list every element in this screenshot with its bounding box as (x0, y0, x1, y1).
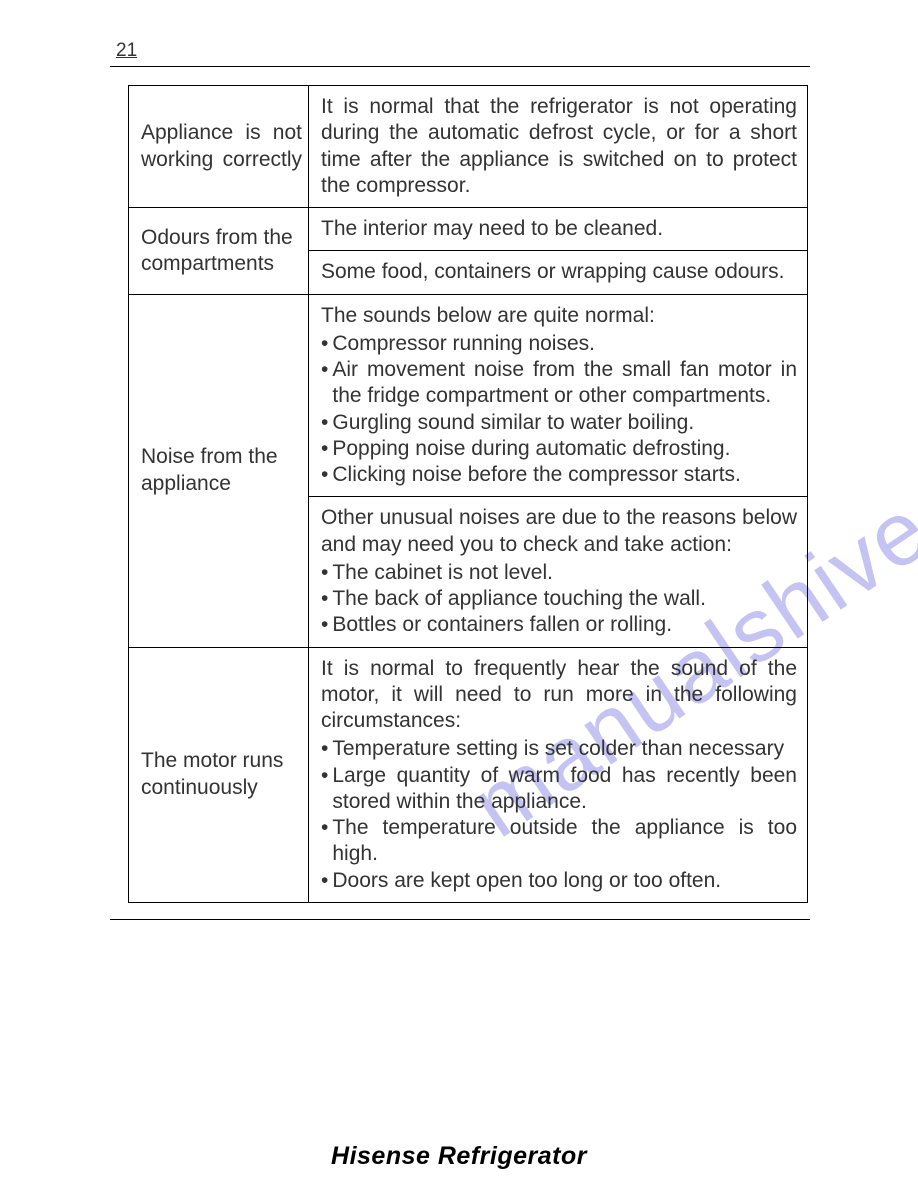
bullet-item: •Compressor running noises. (321, 331, 797, 357)
bullet-dot-icon: • (321, 815, 332, 868)
bullet-text: Doors are kept open too long or too ofte… (332, 868, 797, 894)
bullet-text: Popping noise during automatic defrostin… (332, 436, 797, 462)
issue-cell: Odours from the compartments (129, 208, 309, 295)
explanation-cell: Some food, containers or wrapping cause … (309, 251, 808, 294)
bullet-list: •Temperature setting is set colder than … (321, 736, 797, 894)
bullet-item: •Large quantity of warm food has recentl… (321, 763, 797, 816)
explanation-intro: Some food, containers or wrapping cause … (321, 259, 797, 285)
table-row: Odours from the compartmentsThe interior… (129, 208, 808, 251)
bullet-dot-icon: • (321, 868, 332, 894)
page-content: 21 Appliance is not working correctlyIt … (110, 40, 810, 920)
issue-cell: The motor runs continuously (129, 647, 309, 902)
troubleshooting-table: Appliance is not working correctlyIt is … (128, 85, 808, 903)
issue-cell: Noise from the appliance (129, 294, 309, 647)
table-row: The motor runs continuouslyIt is normal … (129, 647, 808, 902)
explanation-intro: The sounds below are quite normal: (321, 303, 797, 329)
explanation-intro: The interior may need to be cleaned. (321, 216, 797, 242)
bullet-item: •The cabinet is not level. (321, 560, 797, 586)
bullet-dot-icon: • (321, 586, 332, 612)
explanation-intro: It is normal that the refrigerator is no… (321, 94, 797, 199)
explanation-intro: It is normal to frequently hear the soun… (321, 656, 797, 735)
explanation-cell: It is normal to frequently hear the soun… (309, 647, 808, 902)
bullet-dot-icon: • (321, 357, 332, 410)
explanation-cell: The interior may need to be cleaned. (309, 208, 808, 251)
bullet-text: The temperature outside the appliance is… (332, 815, 797, 868)
bullet-item: •Popping noise during automatic defrosti… (321, 436, 797, 462)
bullet-dot-icon: • (321, 612, 332, 638)
footer-brand: Hisense Refrigerator (0, 1142, 918, 1171)
bullet-dot-icon: • (321, 410, 332, 436)
bullet-dot-icon: • (321, 763, 332, 816)
bullet-item: •Clicking noise before the compressor st… (321, 462, 797, 488)
bullet-item: •Gurgling sound similar to water boiling… (321, 410, 797, 436)
bullet-dot-icon: • (321, 736, 332, 762)
explanation-intro: Other unusual noises are due to the reas… (321, 505, 797, 558)
bullet-text: The back of appliance touching the wall. (332, 586, 797, 612)
bullet-dot-icon: • (321, 436, 332, 462)
table-row: Noise from the applianceThe sounds below… (129, 294, 808, 497)
bullet-text: Temperature setting is set colder than n… (332, 736, 797, 762)
bullet-dot-icon: • (321, 560, 332, 586)
bullet-text: Compressor running noises. (332, 331, 797, 357)
explanation-cell: The sounds below are quite normal:•Compr… (309, 294, 808, 497)
page-number: 21 (116, 40, 137, 62)
bullet-text: Clicking noise before the compressor sta… (332, 462, 797, 488)
bullet-list: •The cabinet is not level.•The back of a… (321, 560, 797, 639)
bullet-text: The cabinet is not level. (332, 560, 797, 586)
explanation-cell: It is normal that the refrigerator is no… (309, 86, 808, 208)
bullet-text: Air movement noise from the small fan mo… (332, 357, 797, 410)
bullet-dot-icon: • (321, 331, 332, 357)
table-body: Appliance is not working correctlyIt is … (129, 86, 808, 903)
bullet-dot-icon: • (321, 462, 332, 488)
bullet-item: •The temperature outside the appliance i… (321, 815, 797, 868)
bullet-item: •The back of appliance touching the wall… (321, 586, 797, 612)
bullet-text: Large quantity of warm food has recently… (332, 763, 797, 816)
bullet-item: •Doors are kept open too long or too oft… (321, 868, 797, 894)
bullet-item: •Bottles or containers fallen or rolling… (321, 612, 797, 638)
bullet-text: Bottles or containers fallen or rolling. (332, 612, 797, 638)
bullet-list: •Compressor running noises.•Air movement… (321, 331, 797, 489)
bullet-item: •Temperature setting is set colder than … (321, 736, 797, 762)
top-horizontal-rule (110, 66, 810, 67)
issue-cell: Appliance is not working correctly (129, 86, 309, 208)
bottom-horizontal-rule (110, 919, 810, 920)
table-row: Appliance is not working correctlyIt is … (129, 86, 808, 208)
bullet-item: •Air movement noise from the small fan m… (321, 357, 797, 410)
bullet-text: Gurgling sound similar to water boiling. (332, 410, 797, 436)
explanation-cell: Other unusual noises are due to the reas… (309, 497, 808, 647)
